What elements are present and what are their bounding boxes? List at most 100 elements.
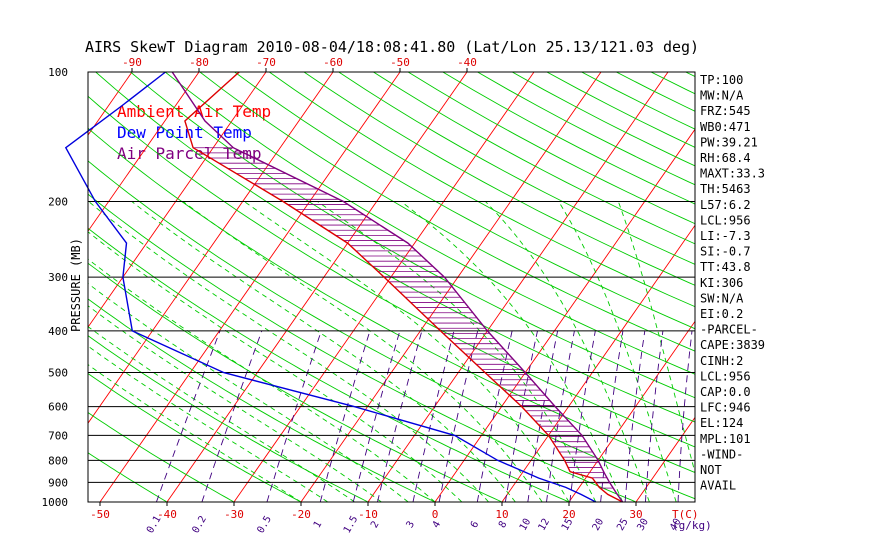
index-label: LCL:956 bbox=[700, 369, 751, 383]
moist-adiabat-line bbox=[88, 326, 355, 502]
top-temp-tick-label: -50 bbox=[390, 56, 410, 69]
index-label: MPL:101 bbox=[700, 432, 751, 446]
top-temp-tick-label: -90 bbox=[122, 56, 142, 69]
mixing-ratio-line bbox=[319, 330, 371, 502]
moist-adiabat-line bbox=[317, 201, 597, 502]
mixing-ratio-label: 0.2 bbox=[190, 514, 209, 535]
index-label: FRZ:545 bbox=[700, 104, 751, 118]
index-label: -WIND- bbox=[700, 447, 743, 461]
index-label: NOT bbox=[700, 463, 722, 477]
pressure-tick-label: 1000 bbox=[42, 496, 69, 509]
bottom-temp-tick-label: -50 bbox=[90, 508, 110, 521]
index-label: RH:68.4 bbox=[700, 151, 751, 165]
top-temp-tick-label: -80 bbox=[189, 56, 209, 69]
chart-title: AIRS SkewT Diagram 2010-08-04/18:08:41.8… bbox=[85, 38, 699, 56]
moist-adiabat-line bbox=[243, 201, 570, 502]
isotherm-line bbox=[635, 416, 695, 502]
pressure-tick-label: 200 bbox=[48, 195, 68, 208]
pressure-tick-label: 800 bbox=[48, 454, 68, 467]
moist-adiabat-line bbox=[88, 201, 489, 502]
isotherm-line bbox=[501, 224, 695, 502]
dry-adiabat-line bbox=[88, 298, 436, 502]
series-dew-point-temp bbox=[64, 71, 597, 503]
index-label: EI:0.2 bbox=[700, 307, 743, 321]
dry-adiabat-line bbox=[88, 160, 695, 500]
mixing-ratio-label: 30 bbox=[635, 517, 651, 533]
index-label: CAP:0.0 bbox=[700, 385, 751, 399]
series-air-parcel-temp bbox=[171, 71, 624, 503]
dry-adiabat-line bbox=[373, 72, 695, 245]
series-ambient-air-temp bbox=[184, 71, 623, 503]
dry-adiabat-line bbox=[95, 72, 695, 423]
bottom-temp-tick-label: -10 bbox=[358, 508, 378, 521]
dry-adiabat-line bbox=[199, 72, 695, 352]
index-label: EL:124 bbox=[700, 416, 743, 430]
index-label: SI:-0.7 bbox=[700, 245, 751, 259]
grid-group bbox=[88, 72, 870, 502]
mixing-ratio-label: 3 bbox=[405, 519, 418, 530]
dry-adiabat-line bbox=[164, 72, 695, 375]
index-label: MW:N/A bbox=[700, 89, 744, 103]
dry-adiabat-line bbox=[88, 373, 302, 502]
legend-air-parcel-temp: Air Parcel Temp bbox=[117, 144, 262, 163]
index-label: -PARCEL- bbox=[700, 323, 758, 337]
index-label: LI:-7.3 bbox=[700, 229, 751, 243]
index-label: CINH:2 bbox=[700, 354, 743, 368]
bottom-temp-tick-label: 0 bbox=[432, 508, 439, 521]
index-label: SW:N/A bbox=[700, 291, 744, 305]
index-label: MAXT:33.3 bbox=[700, 167, 765, 181]
mixing-ratio-label: 15 bbox=[560, 517, 576, 533]
index-label: LCL:956 bbox=[700, 213, 751, 227]
pressure-tick-label: 600 bbox=[48, 401, 68, 414]
pressure-tick-label: 700 bbox=[48, 429, 68, 442]
moist-adiabat-line bbox=[131, 201, 516, 502]
moist-adiabat-line bbox=[617, 201, 695, 475]
dry-adiabat-line bbox=[407, 72, 695, 225]
mixing-ratio-label: 20 bbox=[591, 517, 607, 533]
dry-adiabat-line bbox=[88, 95, 695, 448]
dry-adiabat-line bbox=[650, 72, 695, 95]
cape-hatching bbox=[193, 147, 614, 489]
mixing-ratio-line bbox=[377, 330, 423, 502]
moist-adiabat-line bbox=[182, 201, 543, 502]
dry-adiabat-line bbox=[511, 72, 695, 167]
mixing-ratio-label: 25 bbox=[615, 517, 631, 533]
isotherm-line bbox=[88, 72, 334, 424]
mixing-ratio-label: 10 bbox=[518, 517, 534, 533]
mixing-ratio-label: 2 bbox=[369, 519, 382, 530]
mixing-ratio-label: 4 bbox=[431, 519, 444, 530]
bottom-temp-tick-label: -30 bbox=[224, 508, 244, 521]
isotherm-line bbox=[367, 72, 669, 502]
bottom-temp-tick-label: -40 bbox=[157, 508, 177, 521]
index-label: CAPE:3839 bbox=[700, 338, 765, 352]
mixing-ratio-label: 12 bbox=[537, 517, 553, 533]
mixing-ratio-label: 40 bbox=[668, 517, 684, 533]
dry-adiabat-line bbox=[88, 193, 637, 502]
isotherm-line bbox=[233, 72, 535, 502]
dry-adiabat-line bbox=[477, 72, 695, 186]
pressure-tick-label: 400 bbox=[48, 325, 68, 338]
index-label: KI:306 bbox=[700, 276, 743, 290]
dry-adiabat-line bbox=[269, 72, 695, 308]
top-temp-tick-label: -70 bbox=[256, 56, 276, 69]
mixing-ratio-label: 8 bbox=[497, 519, 510, 530]
bottom-temp-tick-label: 30 bbox=[629, 508, 642, 521]
bottom-temp-tick-label: 10 bbox=[495, 508, 508, 521]
legend-ambient-air-temp: Ambient Air Temp bbox=[117, 102, 271, 121]
isotherm-line bbox=[568, 320, 695, 502]
index-label: LFC:946 bbox=[700, 401, 751, 415]
y-axis-label: PRESSURE (MB) bbox=[69, 238, 83, 332]
isotherm-line bbox=[88, 72, 267, 328]
dry-adiabat-line bbox=[88, 411, 235, 502]
index-label: TT:43.8 bbox=[700, 260, 751, 274]
x-axis-label: T(C) bbox=[672, 508, 699, 521]
isotherm-line bbox=[770, 72, 870, 502]
index-label: L57:6.2 bbox=[700, 198, 751, 212]
dry-adiabat-line bbox=[88, 262, 503, 502]
plot-frame bbox=[87, 71, 696, 503]
top-temp-tick-label: -40 bbox=[457, 56, 477, 69]
isotherm-line bbox=[99, 72, 401, 502]
pressure-tick-label: 300 bbox=[48, 271, 68, 284]
